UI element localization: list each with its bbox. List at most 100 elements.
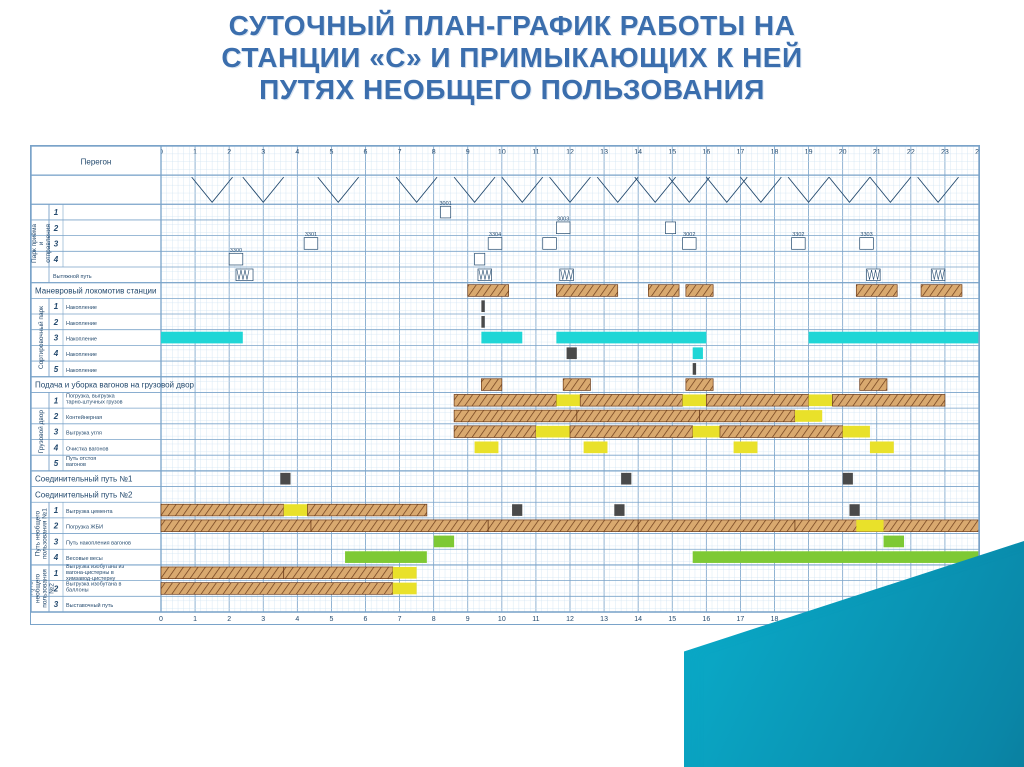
svg-text:2: 2 <box>53 522 59 531</box>
svg-text:5: 5 <box>54 459 59 468</box>
svg-text:и: и <box>38 241 45 245</box>
svg-text:21: 21 <box>873 149 881 156</box>
svg-text:Накопление: Накопление <box>66 305 97 311</box>
svg-text:9: 9 <box>466 616 470 623</box>
svg-text:3300: 3300 <box>230 248 242 254</box>
svg-text:3301: 3301 <box>305 232 317 238</box>
svg-text:4: 4 <box>53 443 59 452</box>
svg-text:6: 6 <box>364 616 368 623</box>
svg-text:3: 3 <box>54 600 59 609</box>
svg-text:Вытяжной путь: Вытяжной путь <box>53 273 92 280</box>
svg-text:пользования: пользования <box>42 569 49 608</box>
svg-text:3003: 3003 <box>557 216 569 222</box>
svg-text:2: 2 <box>227 149 231 156</box>
svg-text:3302: 3302 <box>792 232 804 238</box>
svg-text:Путь накопления вагонов: Путь накопления вагонов <box>66 540 131 546</box>
svg-text:23: 23 <box>941 149 949 156</box>
svg-text:18: 18 <box>771 149 779 156</box>
svg-text:4: 4 <box>53 349 59 358</box>
svg-text:1: 1 <box>54 569 59 578</box>
svg-text:2: 2 <box>227 616 231 623</box>
svg-text:8: 8 <box>432 149 436 156</box>
svg-text:3: 3 <box>54 239 59 248</box>
svg-text:баллоны: баллоны <box>66 587 89 593</box>
svg-text:4: 4 <box>53 255 59 264</box>
svg-text:1: 1 <box>54 302 59 311</box>
svg-text:отправления: отправления <box>45 224 52 263</box>
svg-text:Накопление: Накопление <box>66 337 97 343</box>
svg-text:Погрузка ЖБИ: Погрузка ЖБИ <box>66 525 103 531</box>
svg-text:6: 6 <box>364 149 368 156</box>
svg-text:Накопление: Накопление <box>66 321 97 327</box>
svg-text:Соединительный путь №1: Соединительный путь №1 <box>35 475 133 484</box>
svg-text:2: 2 <box>53 318 59 327</box>
svg-text:1: 1 <box>54 208 59 217</box>
svg-text:Перегон: Перегон <box>81 158 112 167</box>
svg-text:12: 12 <box>566 616 574 623</box>
svg-text:2: 2 <box>53 412 59 421</box>
svg-text:11: 11 <box>532 149 539 156</box>
svg-text:Парк приёма: Парк приёма <box>31 224 38 263</box>
svg-text:тарно-штучных грузов: тарно-штучных грузов <box>66 399 123 405</box>
svg-text:3: 3 <box>54 537 59 546</box>
svg-text:16: 16 <box>702 149 710 156</box>
svg-text:7: 7 <box>398 616 402 623</box>
svg-text:3: 3 <box>54 428 59 437</box>
svg-text:Накопление: Накопление <box>66 352 97 358</box>
svg-text:13: 13 <box>600 149 608 156</box>
svg-text:11: 11 <box>532 616 539 623</box>
svg-text:4: 4 <box>53 553 59 562</box>
svg-text:3: 3 <box>261 616 265 623</box>
svg-text:3: 3 <box>54 334 59 343</box>
svg-text:10: 10 <box>498 149 506 156</box>
title-line-2: СТАНЦИИ «С» И ПРИМЫКАЮЩИХ К НЕЙ <box>60 42 964 74</box>
svg-text:10: 10 <box>498 616 506 623</box>
svg-text:13: 13 <box>600 616 608 623</box>
svg-text:5: 5 <box>329 616 333 623</box>
svg-text:7: 7 <box>398 149 402 156</box>
svg-text:3002: 3002 <box>683 232 695 238</box>
svg-text:необщего: необщего <box>34 573 42 603</box>
svg-text:17: 17 <box>737 616 745 623</box>
svg-text:19: 19 <box>805 149 813 156</box>
svg-text:Выгрузка цемента: Выгрузка цемента <box>66 509 113 515</box>
svg-text:Путь необщего: Путь необщего <box>34 511 42 557</box>
svg-text:Накопление: Накопление <box>66 368 97 374</box>
svg-text:№2: №2 <box>49 583 56 594</box>
svg-text:пользования №1: пользования №1 <box>42 508 49 559</box>
svg-text:9: 9 <box>466 149 470 156</box>
svg-text:22: 22 <box>907 149 915 156</box>
svg-text:3303: 3303 <box>860 232 872 238</box>
svg-text:Весовые весы: Весовые весы <box>66 556 103 562</box>
svg-text:17: 17 <box>737 149 745 156</box>
svg-text:Выставочный путь: Выставочный путь <box>66 602 113 609</box>
svg-text:15: 15 <box>668 149 676 156</box>
svg-text:0: 0 <box>159 616 163 623</box>
svg-text:Соединительный путь №2: Соединительный путь №2 <box>35 490 133 499</box>
svg-text:12: 12 <box>566 149 574 156</box>
svg-text:Сортировочный парк: Сортировочный парк <box>37 306 45 369</box>
svg-text:4: 4 <box>295 616 299 623</box>
schedule-diagram: 0011223344556677889910101111121213131414… <box>30 145 980 625</box>
svg-text:2: 2 <box>53 224 59 233</box>
title-line-1: СУТОЧНЫЙ ПЛАН-ГРАФИК РАБОТЫ НА <box>60 10 964 42</box>
svg-text:Грузовой двор: Грузовой двор <box>37 410 45 454</box>
svg-text:Контейнерная: Контейнерная <box>66 414 102 421</box>
svg-text:3001: 3001 <box>439 201 451 207</box>
svg-text:8: 8 <box>432 616 436 623</box>
page-title: СУТОЧНЫЙ ПЛАН-ГРАФИК РАБОТЫ НА СТАНЦИИ «… <box>0 10 1024 107</box>
svg-text:1: 1 <box>54 506 59 515</box>
svg-text:3: 3 <box>261 149 265 156</box>
svg-text:3304: 3304 <box>489 232 501 238</box>
svg-text:вагонов: вагонов <box>66 462 86 468</box>
svg-text:5: 5 <box>329 149 333 156</box>
svg-text:Подача и уборка вагонов на гру: Подача и уборка вагонов на грузовой двор <box>35 381 195 390</box>
svg-text:14: 14 <box>634 616 642 623</box>
svg-text:4: 4 <box>295 149 299 156</box>
svg-text:1: 1 <box>193 616 197 623</box>
svg-text:Маневровый локомотив станции: Маневровый локомотив станции <box>35 287 157 296</box>
title-line-3: ПУТЯХ НЕОБЩЕГО ПОЛЬЗОВАНИЯ <box>60 74 964 106</box>
svg-text:Выгрузка угля: Выгрузка угля <box>66 431 102 437</box>
svg-text:Очистка вагонов: Очистка вагонов <box>66 446 109 452</box>
schedule-svg: 0011223344556677889910101111121213131414… <box>31 146 979 624</box>
